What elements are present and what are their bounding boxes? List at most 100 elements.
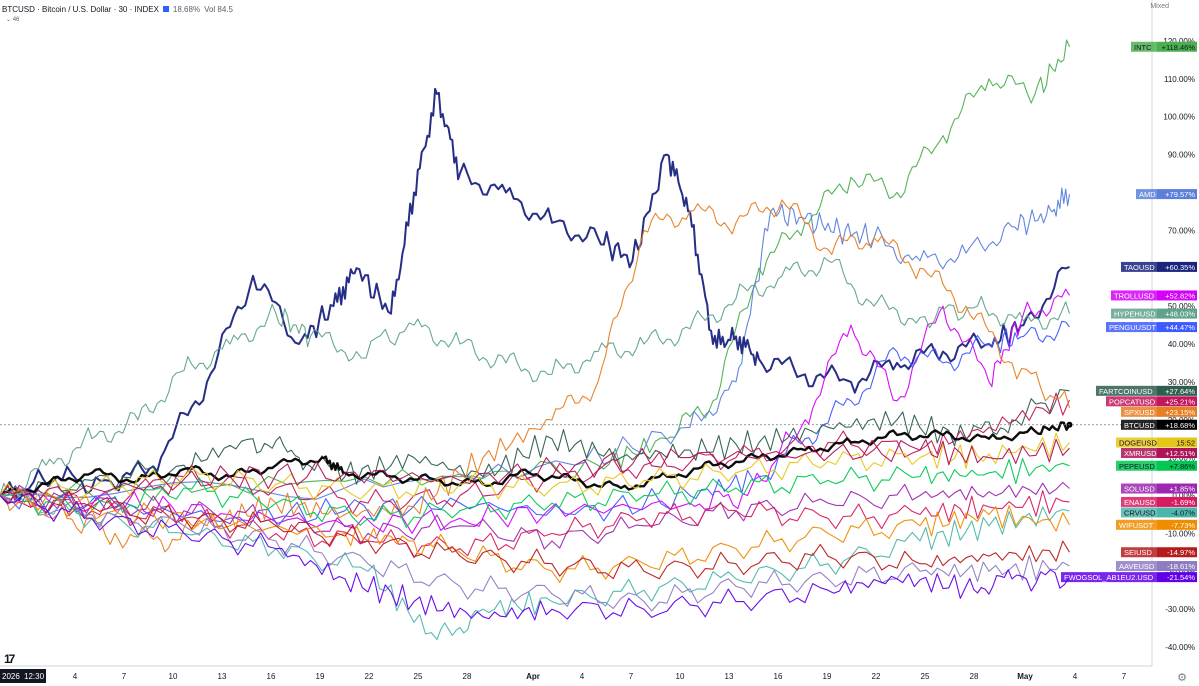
series-line-pepeusd[interactable] (0, 458, 1070, 528)
series-tag-name-bg (1121, 406, 1157, 417)
series-tag-name-bg (1121, 507, 1157, 518)
series-line-hypehusd[interactable] (0, 256, 1071, 497)
series-line-trollusd[interactable] (0, 288, 1070, 534)
indicator-value: 46 (12, 17, 20, 23)
series-tag-seiusd[interactable]: SEIUSD -14.97% (1121, 547, 1197, 558)
series-tag-value-bg (1157, 189, 1197, 200)
series-line-taousd[interactable] (0, 87, 1070, 502)
series-tag-value-bg (1157, 572, 1197, 583)
series-tag-name: HYPEHUSD (1114, 310, 1156, 319)
series-line-btcusd[interactable] (0, 421, 1071, 497)
series-tag-btcusd[interactable]: BTCUSD +18.68% (1121, 419, 1197, 430)
chart-header: BTCUSD · Bitcoin / U.S. Dollar · 30 · IN… (2, 2, 233, 16)
series-tag-value: +79.57% (1165, 190, 1195, 199)
series-line-fwogsol_ab1eu2.usd[interactable] (0, 492, 1070, 621)
series-tag-aaveusd[interactable]: AAVEUSD -18.61% (1116, 561, 1197, 572)
series-tag-amd[interactable]: AMD +79.57% (1136, 189, 1197, 200)
x-tick-label: 25 (414, 672, 423, 681)
y-tick-label: 10.00% (1168, 454, 1195, 463)
series-tag-hypehusd[interactable]: HYPEHUSD +48.03% (1111, 308, 1197, 319)
series-line-solusd[interactable] (0, 481, 1070, 550)
cursor-date-label: 2026 (2, 672, 20, 681)
x-tick-label: 7 (629, 672, 634, 681)
series-tag-spxusd[interactable]: SPXUSD +23.15% (1121, 406, 1197, 417)
series-tag-name-bg (1106, 322, 1157, 333)
series-tag-value-bg (1157, 290, 1197, 301)
series-tag-value-bg (1157, 496, 1197, 507)
series-tag-name: SPXUSD (1124, 408, 1155, 417)
series-tag-xmrusd[interactable]: XMRUSD +12.51% (1121, 447, 1197, 458)
series-tag-value-bg (1157, 406, 1197, 417)
series-tag-value-bg (1157, 396, 1197, 407)
indicator-legend[interactable]: ⌄ 46 (6, 17, 20, 23)
series-tag-value: +25.21% (1165, 397, 1195, 406)
series-tag-value-bg (1157, 547, 1197, 558)
series-line-intc[interactable] (0, 39, 1071, 502)
x-tick-label: 10 (169, 672, 178, 681)
series-tag-value: +118.46% (1162, 43, 1196, 52)
y-tick-label: -20.00% (1165, 567, 1195, 576)
series-tag-dogeusd[interactable]: DOGEUSD 15:52 (1116, 437, 1197, 448)
gear-icon[interactable]: ⚙ (1177, 672, 1187, 684)
series-tag-intc[interactable]: INTC +118.46% (1131, 41, 1197, 52)
series-line-penguusdt[interactable] (0, 320, 1070, 527)
series-line-dogeusd[interactable] (0, 432, 1070, 507)
y-tick-label: 120.00% (1163, 37, 1195, 46)
x-tick-label: May (1017, 672, 1033, 681)
symbol-square-icon (162, 6, 169, 12)
series-tag-value-bg (1157, 507, 1197, 518)
series-line-popcatusd[interactable] (0, 392, 1071, 517)
series-tag-solusd[interactable]: SOLUSD +1.85% (1121, 483, 1197, 494)
series-line-crvusd[interactable] (0, 492, 1070, 641)
series-tag-wifusdt[interactable]: WIFUSDT -7.73% (1116, 519, 1197, 530)
series-line-spxusd[interactable] (0, 199, 1071, 553)
series-tag-pepeusd[interactable]: PEPEUSD +7.86% (1116, 460, 1197, 471)
scale-mode[interactable]: Mixed (1150, 3, 1169, 10)
cursor-time-box (0, 669, 46, 683)
series-tag-penguusdt[interactable]: PENGUUSDT +44.47% (1106, 322, 1197, 333)
series-tag-value-bg (1157, 437, 1197, 448)
series-tag-value-bg (1157, 419, 1197, 430)
series-tag-name: FARTCOINUSD (1099, 387, 1153, 396)
series-tag-trollusd[interactable]: TROLLUSD +52.82% (1111, 290, 1197, 301)
x-tick-label: 13 (725, 672, 734, 681)
series-tag-value-bg (1157, 483, 1197, 494)
series-tag-fwogsol_ab1eu2.usd[interactable]: FWOGSOL_AB1EU2.USD -21.54% (1061, 572, 1197, 583)
series-tag-taousd[interactable]: TAOUSD +60.35% (1121, 261, 1197, 272)
series-tag-value-bg (1157, 460, 1197, 471)
y-tick-label: 70.00% (1168, 226, 1195, 235)
symbol-title[interactable]: BTCUSD · Bitcoin / U.S. Dollar · 30 · IN… (2, 4, 159, 14)
series-tag-value: +12.51% (1165, 449, 1195, 458)
series-line-wifusdt[interactable] (0, 488, 1070, 583)
series-tag-popcatusd[interactable]: POPCATUSD +25.21% (1106, 396, 1197, 407)
series-tag-value-bg (1157, 561, 1197, 572)
series-tag-name: XMRUSD (1124, 449, 1157, 458)
series-tag-name: FWOGSOL_AB1EU2.USD (1064, 573, 1154, 582)
series-line-seiusd[interactable] (0, 489, 1070, 580)
x-tick-label: 25 (921, 672, 930, 681)
x-tick-label: 4 (580, 672, 585, 681)
series-tag-enausd[interactable]: ENAUSD -1.69% (1121, 496, 1197, 507)
series-tag-name: BTCUSD (1124, 421, 1155, 430)
time-scale (0, 666, 1199, 686)
series-line-amd[interactable] (0, 187, 1071, 500)
series-tag-value: +23.15% (1165, 408, 1195, 417)
series-tag-name-bg (1116, 519, 1157, 530)
x-tick-label: 13 (218, 672, 227, 681)
series-line-aaveusd[interactable] (0, 487, 1070, 612)
series-line-xmrusd[interactable] (0, 438, 1070, 504)
series-tag-name: AMD (1139, 190, 1156, 199)
x-tick-label: 22 (872, 672, 881, 681)
x-tick-label: 10 (676, 672, 685, 681)
y-tick-label: -10.00% (1165, 529, 1195, 538)
series-tag-value: +60.35% (1165, 263, 1195, 272)
series-tag-crvusd[interactable]: CRVUSD -4.07% (1121, 507, 1197, 518)
series-line-enausd[interactable] (0, 487, 1070, 559)
series-tag-value: +52.82% (1165, 291, 1195, 300)
series-tag-value: +48.03% (1165, 310, 1195, 319)
series-tag-name: INTC (1134, 43, 1152, 52)
series-tag-fartcoinusd[interactable]: FARTCOINUSD +27.64% (1096, 385, 1197, 396)
series-line-fartcoinusd[interactable] (0, 389, 1070, 502)
